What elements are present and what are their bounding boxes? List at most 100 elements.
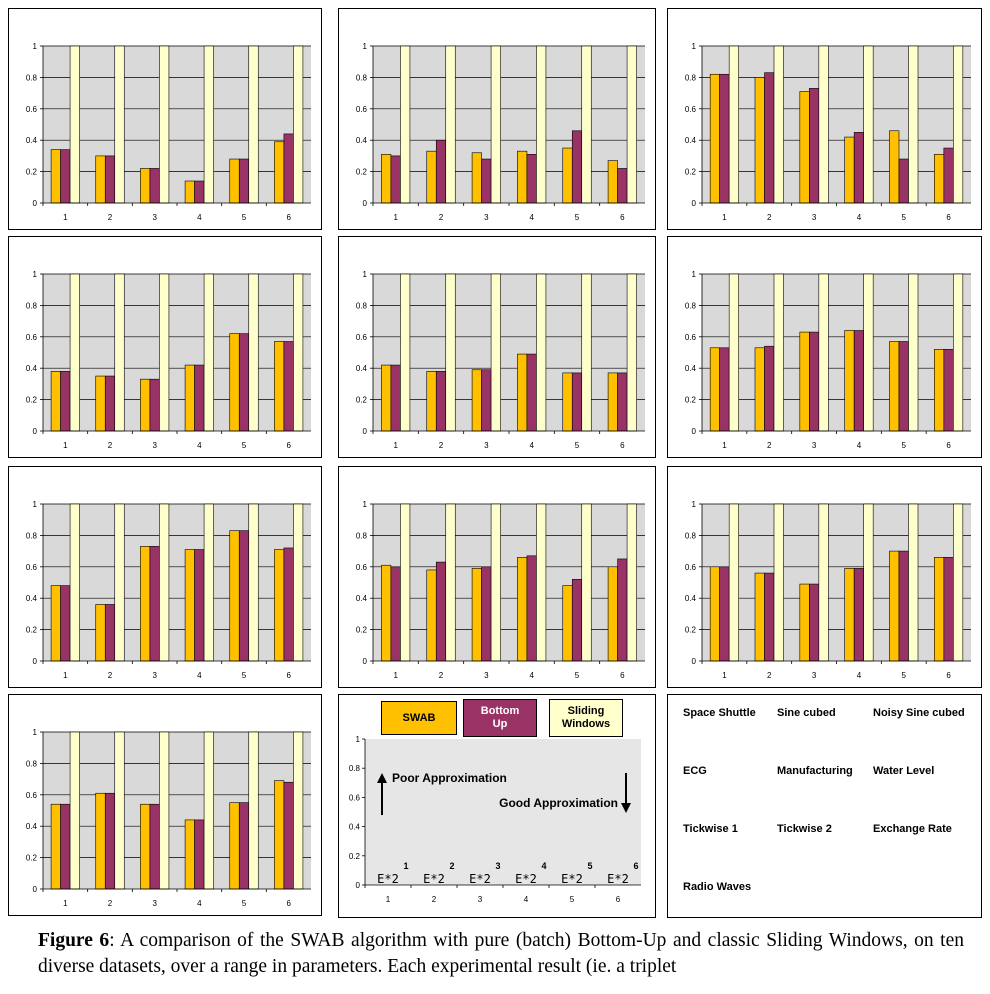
bar-sliding-windows bbox=[863, 273, 874, 432]
bar-sliding-windows bbox=[293, 731, 304, 890]
x-tick-label: 3 bbox=[484, 441, 489, 450]
x-tick-label: 1 bbox=[722, 213, 727, 222]
plot-area bbox=[373, 46, 645, 203]
bar-bottom-up bbox=[283, 341, 294, 432]
bar-sliding-windows bbox=[626, 45, 637, 204]
x-tick-label: 3 bbox=[152, 671, 157, 680]
param-label: E*2 bbox=[423, 872, 445, 886]
y-tick-label: 0.4 bbox=[685, 136, 697, 145]
bar-sliding-windows bbox=[818, 45, 829, 204]
x-tick-label: 6 bbox=[620, 671, 625, 680]
bar-swab bbox=[381, 564, 392, 662]
bar-sliding-windows bbox=[490, 45, 501, 204]
legend-x-tick-label: 1 bbox=[386, 895, 391, 904]
bar-bottom-up bbox=[104, 604, 116, 662]
x-tick-label: 2 bbox=[108, 213, 113, 222]
bar-swab bbox=[274, 341, 285, 432]
param-exponent: 1 bbox=[403, 861, 408, 871]
y-tick-label: 0.6 bbox=[26, 333, 38, 342]
bar-bottom-up bbox=[194, 819, 205, 890]
dataset-label-9: Exchange Rate bbox=[873, 823, 952, 835]
bar-swab bbox=[754, 572, 765, 662]
bar-sliding-windows bbox=[953, 45, 964, 204]
y-tick-label: 0.8 bbox=[356, 73, 368, 82]
chart-panel-9: 0 0.2 0.4 0.6 0.8 1 1 2 3 4 5 6 bbox=[667, 466, 982, 688]
bar-sliding-windows bbox=[536, 45, 547, 204]
bar-swab bbox=[562, 147, 573, 204]
y-tick-label: 1 bbox=[33, 500, 38, 509]
legend-sliding-line1: Sliding bbox=[567, 705, 605, 717]
dataset-label-1: Space Shuttle bbox=[683, 707, 756, 719]
x-tick-label: 1 bbox=[63, 213, 68, 222]
y-tick-label: 0.8 bbox=[685, 73, 697, 82]
x-tick-label: 2 bbox=[439, 671, 444, 680]
bar-chart-9: 0 0.2 0.4 0.6 0.8 1 1 2 3 4 5 6 bbox=[685, 500, 971, 680]
x-tick-label: 3 bbox=[484, 213, 489, 222]
x-tick-label: 4 bbox=[197, 441, 202, 450]
bar-swab bbox=[709, 73, 720, 204]
y-tick-label: 0 bbox=[363, 199, 368, 208]
plot-area bbox=[702, 274, 971, 431]
y-tick-label: 0.2 bbox=[26, 168, 38, 177]
bar-sliding-windows bbox=[536, 503, 547, 662]
x-tick-label: 4 bbox=[197, 213, 202, 222]
bar-swab bbox=[607, 160, 618, 204]
bar-sliding-windows bbox=[863, 503, 874, 662]
y-tick-label: 0.4 bbox=[26, 822, 38, 831]
bar-bottom-up bbox=[238, 158, 250, 204]
y-tick-label: 0 bbox=[363, 427, 368, 436]
bar-bottom-up bbox=[898, 550, 909, 662]
bar-sliding-windows bbox=[69, 503, 80, 662]
bar-sliding-windows bbox=[626, 273, 637, 432]
bar-swab bbox=[471, 568, 482, 662]
x-tick-label: 3 bbox=[152, 899, 157, 908]
bar-bottom-up bbox=[435, 371, 447, 432]
bar-swab bbox=[517, 353, 528, 432]
y-tick-label: 0.8 bbox=[26, 531, 38, 540]
x-tick-label: 6 bbox=[946, 671, 951, 680]
bar-sliding-windows bbox=[114, 45, 125, 204]
bar-swab bbox=[889, 130, 900, 204]
bar-chart-3: 0 0.2 0.4 0.6 0.8 1 1 2 3 4 5 6 bbox=[685, 42, 971, 222]
bar-sliding-windows bbox=[293, 45, 304, 204]
y-tick-label: 0.6 bbox=[685, 105, 697, 114]
bar-bottom-up bbox=[526, 555, 537, 662]
y-tick-label: 0 bbox=[692, 427, 697, 436]
bar-chart-4: 0 0.2 0.4 0.6 0.8 1 1 2 3 4 5 6 bbox=[26, 270, 311, 450]
y-tick-label: 0.6 bbox=[26, 105, 38, 114]
bar-sliding-windows bbox=[908, 273, 919, 432]
x-tick-label: 6 bbox=[286, 671, 291, 680]
up-arrow-head-icon bbox=[377, 773, 387, 783]
bar-sliding-windows bbox=[536, 273, 547, 432]
bar-bottom-up bbox=[283, 781, 294, 890]
bar-swab bbox=[274, 780, 285, 890]
legend-sliding-line2: Windows bbox=[561, 718, 611, 730]
legend-y-tick-label: 0.8 bbox=[349, 764, 361, 773]
y-tick-label: 0.2 bbox=[26, 626, 38, 635]
param-exponent: 4 bbox=[541, 861, 546, 871]
dataset-label-8: Tickwise 2 bbox=[777, 823, 832, 835]
bar-swab bbox=[229, 530, 240, 662]
bar-bottom-up bbox=[238, 802, 250, 890]
bar-swab bbox=[844, 330, 855, 432]
bar-bottom-up bbox=[238, 530, 250, 662]
x-tick-label: 3 bbox=[152, 441, 157, 450]
bar-bottom-up bbox=[481, 566, 492, 662]
bar-swab bbox=[934, 349, 945, 432]
bar-swab bbox=[471, 369, 482, 432]
y-tick-label: 0.2 bbox=[685, 626, 697, 635]
bar-swab bbox=[50, 803, 61, 890]
bar-sliding-windows bbox=[953, 273, 964, 432]
x-tick-label: 5 bbox=[575, 213, 580, 222]
bar-bottom-up bbox=[809, 88, 820, 204]
bar-bottom-up bbox=[60, 803, 71, 890]
y-tick-label: 0.4 bbox=[356, 364, 368, 373]
legend-panel: SWAB Bottom Up Sliding Windows 0 0.2 0.4 0.6 0… bbox=[338, 694, 656, 918]
y-tick-label: 0.6 bbox=[356, 105, 368, 114]
bar-swab bbox=[140, 803, 151, 890]
dataset-label-6: Water Level bbox=[873, 765, 935, 777]
x-tick-label: 5 bbox=[242, 213, 247, 222]
bar-sliding-windows bbox=[581, 273, 592, 432]
chart-panel-4: 0 0.2 0.4 0.6 0.8 1 1 2 3 4 5 6 bbox=[8, 236, 322, 458]
x-tick-label: 2 bbox=[439, 441, 444, 450]
